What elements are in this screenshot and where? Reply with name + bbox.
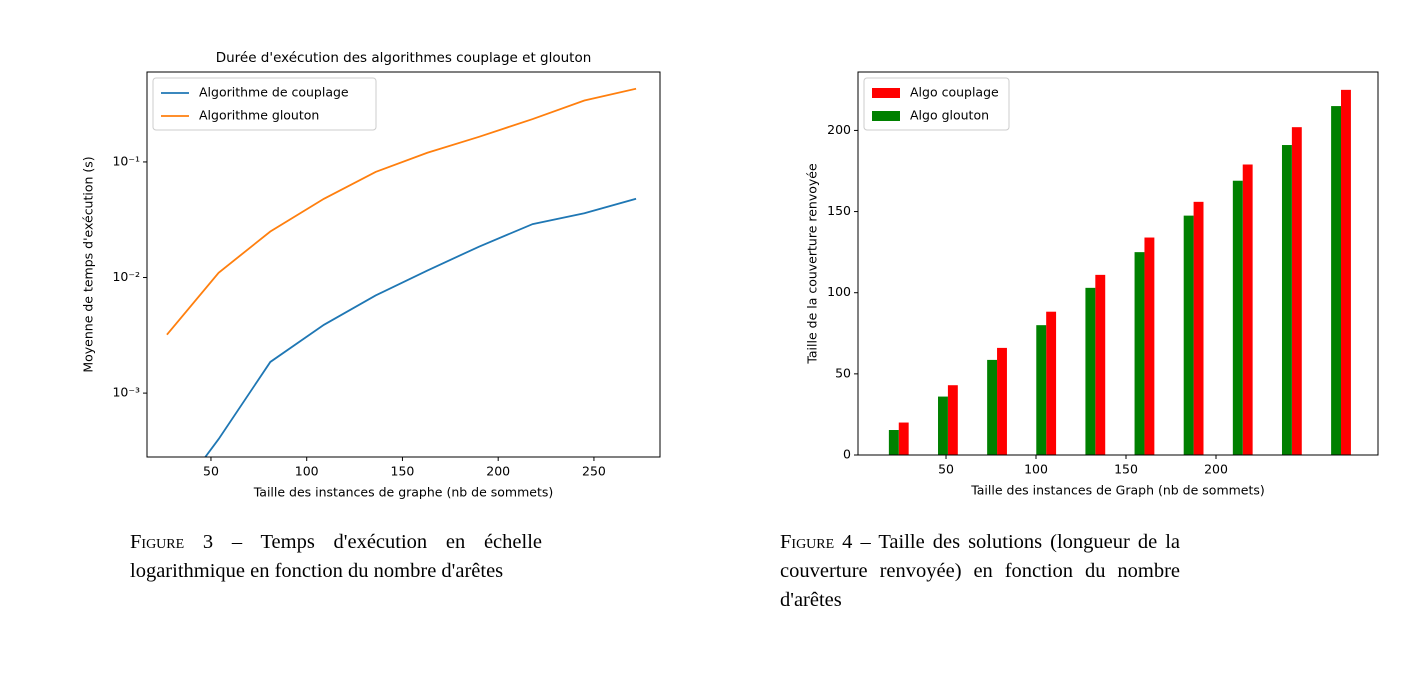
chart: Durée d'exécution des algorithmes coupla… [81,50,661,500]
bar [1242,164,1253,455]
y-tick-label: 10⁻³ [112,385,140,400]
caption-label: Figure 4 [780,531,853,553]
bar [1036,325,1047,455]
bar [898,422,909,455]
bar [1232,180,1243,456]
caption-label: Figure 3 [130,531,214,553]
x-tick-label: 50 [938,462,954,477]
legend-label: Algorithme glouton [199,108,319,123]
x-tick-label: 150 [391,464,415,479]
x-tick-label: 150 [1114,462,1138,477]
bar [1341,89,1351,456]
axes-frame [857,71,1379,456]
line-series [204,197,637,457]
x-tick-label: 100 [1024,462,1048,477]
y-tick-label: 100 [827,284,851,299]
y-axis-label: Moyenne de temps d'exécution (s) [81,156,96,372]
bar [1291,127,1302,455]
y-tick-label: 10⁻¹ [112,153,140,168]
x-tick-label: 50 [203,464,219,479]
bar [1095,274,1106,455]
figures: Durée d'exécution des algorithmes coupla… [81,50,1379,500]
caption-text: – Temps d'exécution en échelle logarithm… [130,531,542,582]
bar [1134,252,1145,455]
bar [938,396,948,455]
bar [1183,215,1194,455]
x-axis-label: Taille des instances de Graph (nb de som… [970,483,1265,498]
bar [1281,145,1292,455]
legend-swatch [872,111,900,121]
bar [947,385,958,455]
y-tick-label: 10⁻² [112,269,140,284]
caption: Figure 4 – Taille des solutions (longueu… [780,528,1180,615]
legend-label: Algorithme de couplage [199,85,349,100]
bar [1331,106,1342,455]
legend-box [152,77,377,131]
x-tick-label: 100 [295,464,319,479]
chart-title: Durée d'exécution des algorithmes coupla… [216,50,592,66]
legend-label: Algo glouton [910,108,989,123]
y-tick-label: 50 [835,365,851,380]
legend-swatch [872,88,900,98]
y-axis-label: Taille de la couverture renvoyée [805,163,820,365]
bar [1046,311,1057,455]
plot-area [166,87,637,457]
bar [997,347,1007,455]
x-tick-label: 200 [1204,462,1228,477]
caption-text: – Taille des solutions (longueur de la c… [780,531,1180,611]
y-tick-label: 150 [827,203,851,218]
bar [987,359,998,455]
bar [888,430,899,455]
axes-frame [146,71,661,458]
bar [1144,237,1155,455]
chart: Taille des instances de Graph (nb de som… [805,71,1379,498]
y-tick-label: 0 [843,447,851,462]
x-tick-label: 250 [582,464,606,479]
bar [1085,287,1096,455]
bar [1193,201,1204,455]
x-tick-label: 200 [486,464,510,479]
x-axis-label: Taille des instances de graphe (nb de so… [253,485,554,500]
line-series [166,87,637,336]
legend-label: Algo couplage [910,85,999,100]
caption: Figure 3 – Temps d'exécution en échelle … [130,528,542,586]
y-tick-label: 200 [827,122,851,137]
legend-box [863,77,1010,131]
